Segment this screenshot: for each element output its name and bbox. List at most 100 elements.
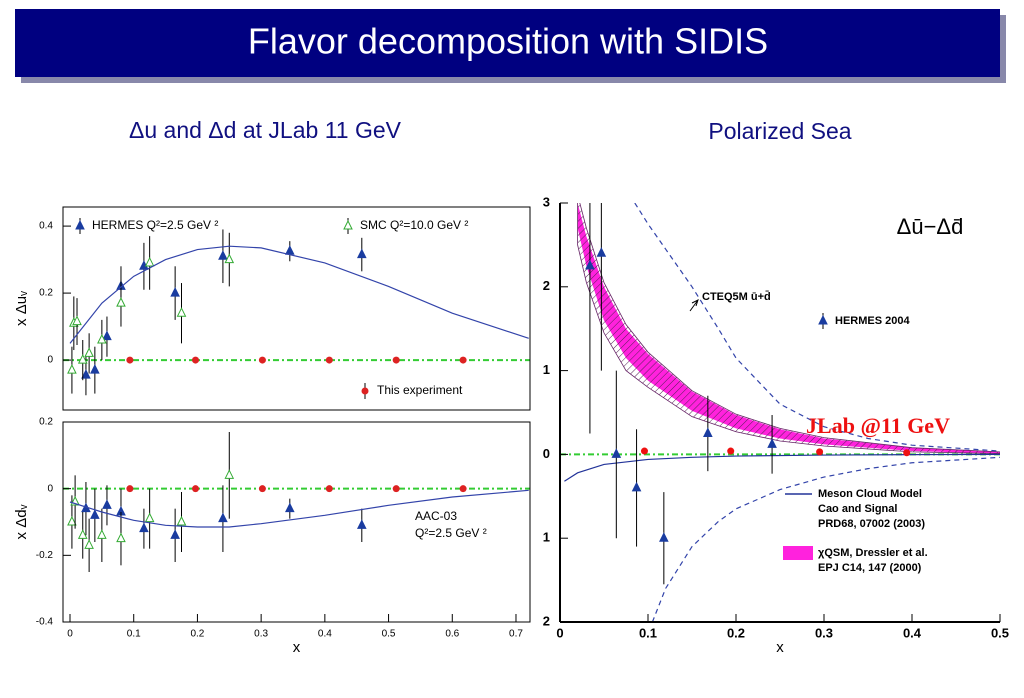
x-tick-label: 0.7 [509, 629, 523, 640]
x-tick-label: 0.5 [382, 629, 396, 640]
marker [84, 539, 94, 549]
banner [15, 9, 1000, 77]
marker [258, 485, 266, 493]
marker [77, 529, 88, 539]
y-tick-label: 1 [543, 362, 550, 377]
marker [767, 438, 777, 448]
marker [75, 219, 85, 230]
x-tick-label: 0.1 [127, 629, 141, 640]
subtitle: Δu and Δd at JLab 11 GeV [129, 117, 402, 143]
legend-label: This experiment [377, 383, 463, 397]
y-tick-label: -0.4 [36, 617, 54, 628]
marker [727, 447, 735, 455]
x-tick-label: 0.2 [727, 625, 745, 640]
marker [192, 485, 200, 493]
marker [139, 522, 149, 533]
marker [97, 529, 107, 539]
marker [116, 297, 126, 307]
legend-ref: PRD68, 07002 (2003) [818, 518, 925, 530]
marker [818, 314, 828, 325]
marker [816, 448, 824, 456]
marker [343, 219, 353, 230]
marker [218, 512, 228, 523]
marker [72, 315, 82, 326]
legend-ref: EPJ C14, 147 (2000) [818, 562, 922, 574]
marker [67, 364, 77, 374]
marker [356, 519, 367, 529]
marker [126, 485, 134, 493]
marker [285, 245, 295, 255]
y-tick-label: 0 [47, 483, 53, 494]
y-tick-label: 0.2 [39, 417, 53, 428]
marker [659, 532, 669, 542]
marker [356, 248, 367, 259]
marker [459, 485, 467, 493]
y-tick-label: 0 [47, 355, 53, 366]
x-axis-label: x [293, 639, 301, 656]
frame [62, 421, 531, 623]
y-tick-label: 3 [543, 194, 550, 209]
x-tick-label: 0.1 [639, 625, 657, 640]
y-tick-label: 0.2 [39, 288, 53, 299]
y-tick-label: 0.4 [39, 221, 53, 232]
legend-label: χQSM, Dressler et al. [818, 547, 928, 559]
annotation: AAC-03 [415, 509, 457, 523]
marker [77, 353, 88, 364]
curve [634, 203, 1000, 452]
y-axis-label: x Δuᵥ [13, 291, 30, 326]
curve [69, 245, 529, 344]
plot-area [63, 432, 530, 572]
legend-arrow [689, 299, 699, 312]
marker [144, 512, 155, 523]
y-tick-label: 2 [543, 278, 550, 293]
frame [62, 206, 531, 411]
x-tick-label: 0.2 [190, 629, 204, 640]
y-tick-label: 0 [543, 446, 550, 461]
plot-area [560, 203, 1000, 622]
marker [218, 250, 228, 260]
marker [611, 448, 622, 458]
x-tick-label: 0 [67, 629, 73, 640]
legend-label: CTEQ5M ū+d̄ [702, 291, 771, 303]
marker [361, 387, 369, 395]
y-tick-label: 2 [543, 613, 550, 628]
marker [176, 307, 187, 317]
legend-swatch [783, 546, 813, 560]
marker [585, 259, 595, 270]
annotation: Q²=2.5 GeV ² [415, 526, 487, 540]
marker [258, 356, 266, 364]
marker [116, 532, 126, 543]
legend-label: JLab @11 GeV [806, 413, 950, 438]
legend-ref: Cao and Signal [818, 503, 897, 515]
marker [170, 286, 180, 297]
marker [640, 447, 648, 455]
marker [192, 356, 200, 364]
marker [703, 427, 713, 437]
x-tick-label: 0.6 [445, 629, 459, 640]
marker [176, 515, 187, 526]
marker [325, 485, 333, 493]
legend-label: HERMES 2004 [835, 315, 910, 327]
x-tick-label: 0.4 [903, 625, 922, 640]
band [577, 203, 1000, 454]
marker [459, 356, 467, 364]
y-tick-label: 1 [543, 530, 550, 545]
x-tick-label: 0.4 [318, 629, 332, 640]
x-tick-label: 0.3 [815, 625, 833, 640]
y-axis-label: x Δdᵥ [13, 504, 30, 539]
marker [325, 356, 333, 364]
marker [90, 509, 100, 519]
marker [81, 369, 91, 379]
x-tick-label: 0 [556, 625, 563, 640]
y-tick-label: -0.2 [36, 550, 54, 561]
marker [67, 515, 77, 526]
legend-label: SMC Q²=10.0 GeV ² [360, 218, 468, 232]
marker [90, 364, 100, 374]
marker [392, 485, 400, 493]
x-tick-label: 0.3 [254, 629, 268, 640]
plot-area [63, 229, 530, 396]
curve [651, 456, 1000, 622]
curve [564, 453, 1000, 482]
marker [126, 356, 134, 364]
